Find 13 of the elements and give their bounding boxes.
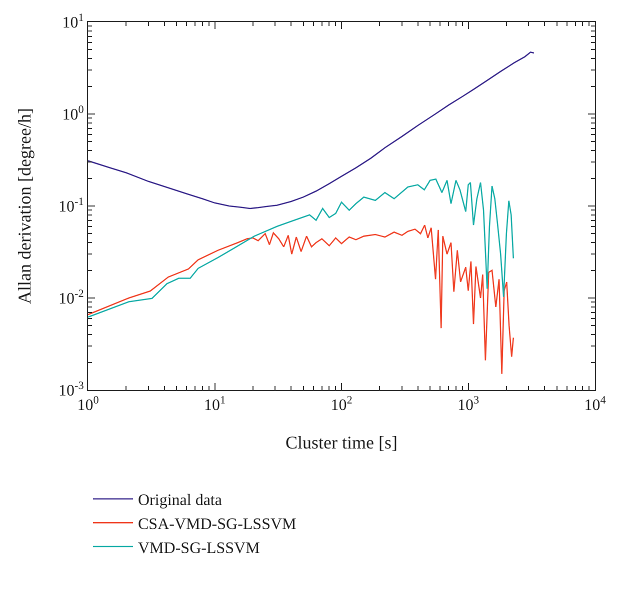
y-tick-label: 10$^{-2}$ [58,288,84,308]
legend-label: Original data [138,492,222,510]
x-tick-label: 10$^{3}$ [457,394,480,414]
x-axis-title: Cluster time [s] [286,432,398,452]
y-axis-title: Allan derivation [degree/h] [14,108,35,304]
y-tick-label: 10$^{-1}$ [58,196,84,216]
x-tick-label: 10$^{4}$ [584,394,606,414]
y-tick-label: 10$^{1}$ [62,12,84,32]
y-tick-label: 10$^{0}$ [62,104,84,124]
x-tick-label: 10$^{2}$ [330,394,352,414]
legend-label: VMD-SG-LSSVM [138,540,260,557]
legend-label: CSA-VMD-SG-LSSVM [138,516,296,533]
x-tick-label: 10$^{1}$ [204,394,226,414]
